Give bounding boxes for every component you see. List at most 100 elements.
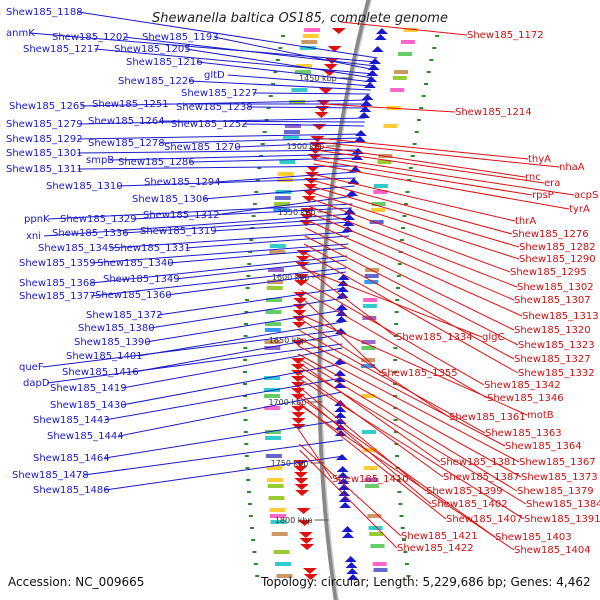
left-label-connector (252, 92, 370, 95)
right-label-connector (297, 385, 427, 492)
left-label-connector (123, 217, 351, 234)
gene-labels: Shew185_1188 anmK Shew185_1202 Shew185_1193… (6, 7, 600, 556)
left-gene-label: queF (19, 362, 44, 373)
gc-skew-mark (243, 347, 248, 349)
gc-skew-mark (395, 287, 400, 289)
cog-feature-bar (270, 520, 287, 524)
cog-feature-bar (383, 124, 398, 128)
forward-gene-arrow (334, 370, 347, 376)
gc-skew-mark (394, 323, 399, 325)
gc-skew-mark (262, 131, 267, 133)
left-gene-label: Shew185_1486 (33, 485, 110, 496)
right-gene-label: Shew185_1282 (519, 242, 596, 253)
gc-skew-mark (396, 275, 401, 277)
left-label-connector (77, 11, 378, 59)
left-label-connector (149, 297, 345, 329)
gc-skew-mark (243, 383, 248, 385)
left-gene-label: Shew185_1311 (6, 164, 83, 175)
right-label-connector (299, 449, 398, 549)
left-gene-label: Shew185_1278 (88, 138, 165, 149)
left-gene-label: Shew185_1416 (62, 367, 139, 378)
forward-gene-arrow (354, 130, 367, 136)
gc-skew-mark (245, 287, 250, 289)
reverse-gene-arrow (291, 418, 306, 424)
map-tracks (243, 0, 440, 600)
right-gene-label: Shew185_1367 (519, 457, 596, 468)
right-gene-label: Shew185_1332 (518, 368, 595, 379)
gc-skew-mark (402, 539, 407, 541)
right-label-connector (316, 145, 526, 178)
left-label-connector (94, 48, 375, 75)
right-label-connector (311, 173, 516, 222)
right-gene-label: Shew185_1302 (517, 282, 594, 293)
right-label-connector (297, 361, 441, 463)
left-label-connector (211, 221, 351, 232)
forward-gene-arrow (344, 556, 357, 562)
left-gene-label: Shew185_1292 (6, 134, 83, 145)
gc-skew-mark (399, 515, 404, 517)
forward-gene-arrow (336, 472, 349, 478)
forward-gene-arrow (375, 28, 388, 34)
gc-skew-mark (246, 491, 251, 493)
right-gene-label: Shew185_1346 (487, 393, 564, 404)
left-gene-label: Shew185_1419 (50, 383, 127, 394)
gc-skew-mark (273, 71, 278, 73)
right-label-connector (299, 295, 382, 374)
forward-gene-arrow (371, 46, 384, 52)
forward-gene-arrow (337, 484, 350, 490)
left-label-connector (29, 32, 377, 63)
left-gene-label: Shew185_1265 (9, 101, 86, 112)
cog-feature-bar (364, 484, 379, 488)
left-gene-label: Shew185_1444 (47, 431, 124, 442)
right-label-connector (307, 211, 515, 301)
right-label-connector (298, 345, 520, 463)
right-label-connector (301, 279, 485, 386)
cog-feature-bar (268, 496, 285, 500)
right-gene-label: Shew185_1399 (426, 486, 503, 497)
right-label-connector (297, 395, 496, 538)
left-gene-label: Shew185_1312 (143, 210, 220, 221)
reverse-gene-arrow (291, 412, 306, 418)
cog-feature-bar (264, 430, 281, 434)
gc-skew-mark (421, 95, 426, 97)
cog-feature-bar (304, 28, 321, 32)
right-label-connector (317, 137, 529, 160)
forward-gene-arrow (336, 286, 349, 292)
reverse-gene-arrow (296, 508, 311, 514)
gc-skew-mark (401, 227, 406, 229)
forward-gene-arrow (336, 292, 349, 298)
right-gene-label: Shew185_1327 (514, 354, 591, 365)
forward-gene-arrow (335, 304, 348, 310)
right-label-connector (299, 443, 402, 537)
gc-skew-mark (426, 71, 431, 73)
forward-gene-arrow (347, 574, 360, 580)
reverse-gene-arrow (295, 256, 310, 262)
left-label-connector (247, 106, 368, 109)
forward-gene-arrow (339, 502, 352, 508)
right-gene-label: Shew185_1276 (512, 229, 589, 240)
left-label-connector (157, 287, 345, 316)
forward-gene-arrow (359, 106, 372, 112)
cog-feature-bar (369, 532, 384, 536)
right-gene-label: glgC (482, 332, 504, 343)
right-gene-label: Shew185_1323 (518, 340, 595, 351)
left-label-connector (104, 377, 343, 421)
gc-skew-mark (403, 551, 408, 553)
right-gene-label: Shew185_1290 (519, 254, 596, 265)
gc-skew-mark (419, 107, 424, 109)
right-label-connector (298, 429, 333, 480)
forward-gene-arrow (367, 64, 380, 70)
right-gene-label: Shew185_1410 (332, 474, 409, 485)
cog-feature-bar (267, 280, 284, 284)
right-label-connector (303, 243, 515, 360)
left-label-connector (77, 133, 363, 140)
left-gene-label: Shew185_1464 (33, 453, 110, 464)
right-label-connector (323, 103, 456, 113)
left-gene-label: Shew185_1368 (19, 278, 96, 289)
cog-feature-bar (302, 34, 319, 38)
kbp-tick-label: 1500 kbp (287, 142, 325, 151)
right-label-connector (315, 149, 545, 184)
right-gene-label: Shew185_1172 (467, 30, 544, 41)
